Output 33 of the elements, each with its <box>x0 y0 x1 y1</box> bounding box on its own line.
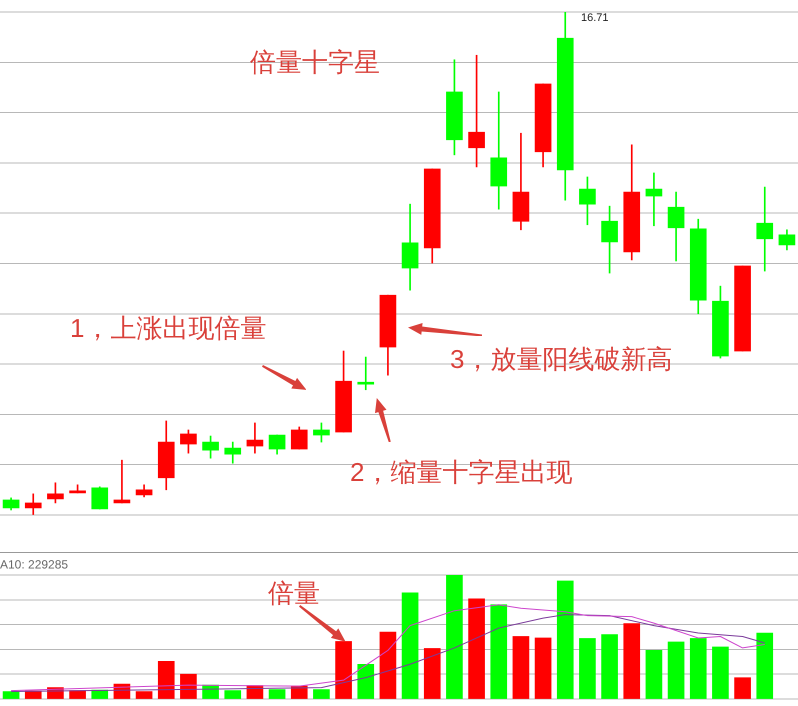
bar <box>158 660 175 699</box>
bar <box>2 691 20 699</box>
bar <box>646 650 662 699</box>
bar <box>468 598 485 699</box>
bar <box>534 638 552 699</box>
bar <box>756 632 774 699</box>
annotation: 倍量 <box>268 578 320 608</box>
bar <box>402 592 418 699</box>
bar <box>556 580 574 699</box>
bar <box>313 689 330 699</box>
bar <box>512 636 530 699</box>
bar <box>601 634 618 699</box>
bar <box>668 642 684 699</box>
bar <box>690 638 707 699</box>
bar <box>424 648 441 699</box>
bar <box>180 674 197 699</box>
bar <box>380 632 396 699</box>
bar <box>357 664 374 699</box>
text: A10: 229285 <box>0 557 68 572</box>
annotation: 2，缩量十字星出现 <box>350 457 572 488</box>
annotation: 倍量十字星 <box>250 47 380 78</box>
annotation: 16.71 <box>581 12 609 24</box>
bar <box>734 677 751 699</box>
bar <box>136 691 152 699</box>
bar <box>712 646 729 699</box>
bar <box>224 690 242 699</box>
bar <box>623 623 640 699</box>
bar <box>490 604 508 699</box>
annotation: 3，放量阳线破新高 <box>450 344 672 374</box>
bar <box>579 638 596 699</box>
bar <box>446 575 463 699</box>
bar <box>268 689 286 699</box>
annotation: 1，上涨出现倍量 <box>70 313 266 344</box>
